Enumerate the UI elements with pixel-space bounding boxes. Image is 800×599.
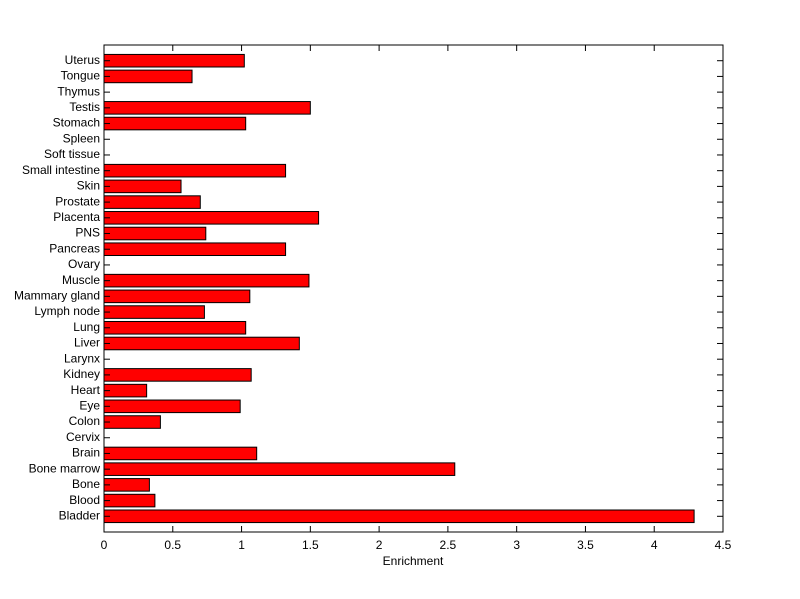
y-tick-label: Muscle [62,273,100,287]
x-tick-label: 0 [101,538,108,552]
bar [103,415,161,429]
y-tick-label: Thymus [57,84,100,98]
x-tick-label: 4 [651,538,658,552]
y-tick-label: Blood [69,493,100,507]
y-tick-label: Bone [72,477,100,491]
y-tick-label: Testis [69,100,100,114]
y-tick-label: Larynx [64,351,100,365]
bar [103,305,205,319]
y-tick-label: Lung [73,320,100,334]
bar [103,163,287,178]
bar [103,462,456,476]
y-tick-label: Eye [79,398,100,412]
bar [103,273,310,288]
y-tick-label: Placenta [53,210,100,224]
y-tick-label: Bladder [59,508,100,522]
y-tick-label: Brain [72,446,100,460]
y-tick-label: Stomach [53,116,100,130]
y-tick-label: Kidney [63,367,100,381]
y-tick-label: Spleen [63,131,100,145]
bar [103,336,300,351]
bar [103,509,695,524]
y-tick-label: Small intestine [22,163,100,177]
bar [103,195,201,209]
y-tick-label: Liver [74,336,100,350]
bar [103,69,193,84]
bar [103,399,241,414]
y-tick-label: Cervix [66,430,100,444]
x-tick-label: 2.5 [440,538,457,552]
bar [103,320,247,335]
y-tick-label: Colon [69,414,100,428]
bar [103,368,252,382]
y-tick-label: PNS [75,226,100,240]
y-tick-label: Mammary gland [14,289,100,303]
x-tick-label: 3 [513,538,520,552]
y-tick-label: Ovary [68,257,100,271]
y-tick-label: Soft tissue [44,147,100,161]
bar [103,493,156,508]
x-tick-label: 3.5 [577,538,594,552]
y-tick-label: Lymph node [34,304,100,318]
bar [103,101,311,115]
bar [103,211,320,225]
x-tick-label: 1.5 [302,538,319,552]
y-tick-label: Tongue [61,69,101,83]
y-tick-label: Bone marrow [29,461,101,475]
x-tick-label: 4.5 [715,538,732,552]
x-axis-label: Enrichment [383,554,444,568]
y-tick-label: Heart [71,383,101,397]
y-tick-label: Uterus [65,53,100,67]
x-tick-label: 1 [238,538,245,552]
bar [103,446,258,461]
bar [103,242,287,257]
bar [103,226,207,241]
bar [103,53,245,68]
bar [103,116,247,131]
x-tick-label: 2 [376,538,383,552]
bar [103,478,150,492]
bar [103,383,148,398]
y-tick-label: Pancreas [49,241,100,255]
plot-frame [103,44,724,533]
y-tick-label: Prostate [55,194,100,208]
bar [103,179,182,194]
x-tick-label: 0.5 [164,538,181,552]
bar [103,289,251,304]
y-tick-label: Skin [77,179,100,193]
